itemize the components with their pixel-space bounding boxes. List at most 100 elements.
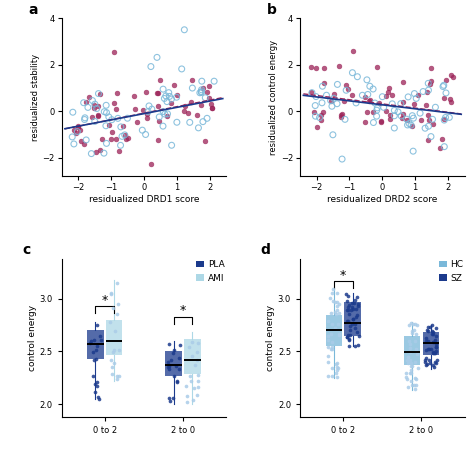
Point xyxy=(348,91,356,98)
Point xyxy=(352,99,360,107)
Point xyxy=(95,90,102,97)
Point xyxy=(188,338,196,346)
Point xyxy=(170,82,178,89)
Point xyxy=(328,343,336,350)
Point xyxy=(199,84,207,92)
Point xyxy=(436,145,444,152)
Point xyxy=(404,354,411,361)
Point xyxy=(134,119,141,126)
Point xyxy=(343,82,350,89)
Point xyxy=(345,292,352,300)
Point xyxy=(155,136,162,144)
Point xyxy=(404,93,412,101)
Point xyxy=(414,364,422,371)
Point xyxy=(373,107,381,114)
Point xyxy=(194,383,202,391)
Point xyxy=(424,112,431,119)
Point xyxy=(336,301,343,308)
Point xyxy=(338,110,346,118)
Text: a: a xyxy=(29,2,38,16)
Point xyxy=(366,96,374,104)
Point xyxy=(175,354,182,361)
Point xyxy=(408,327,416,334)
Point xyxy=(325,358,332,365)
Point xyxy=(429,120,437,127)
Point xyxy=(320,80,328,87)
Point xyxy=(81,140,88,147)
Point xyxy=(354,73,361,80)
Point xyxy=(334,321,341,328)
Point xyxy=(345,342,353,349)
Point xyxy=(354,302,362,309)
Point xyxy=(195,371,202,379)
Point xyxy=(341,116,349,123)
Point xyxy=(110,346,118,354)
Point xyxy=(97,333,104,340)
Point xyxy=(190,385,198,392)
Point xyxy=(327,97,334,104)
Point xyxy=(325,317,332,325)
Point xyxy=(196,89,204,97)
Point xyxy=(145,108,152,115)
Point xyxy=(361,93,368,100)
Point xyxy=(419,88,427,95)
Point xyxy=(333,364,341,371)
Point xyxy=(333,298,340,305)
Point xyxy=(320,64,328,71)
Point xyxy=(446,114,453,121)
Point xyxy=(422,337,430,344)
Point xyxy=(351,325,359,332)
Point xyxy=(173,363,180,370)
Point xyxy=(353,328,361,336)
Point xyxy=(88,113,95,120)
Point xyxy=(95,395,103,402)
Point xyxy=(380,104,387,111)
Point xyxy=(109,304,117,311)
Point xyxy=(328,331,335,338)
Point xyxy=(74,123,82,130)
Point xyxy=(433,356,441,363)
Point xyxy=(412,376,419,383)
Point xyxy=(334,373,341,380)
Point xyxy=(344,331,352,338)
Point xyxy=(410,100,418,107)
Point xyxy=(105,121,113,129)
Point xyxy=(429,330,437,338)
Point xyxy=(429,348,437,355)
Point xyxy=(440,115,448,123)
Point xyxy=(109,129,116,136)
Point xyxy=(334,290,341,297)
Point xyxy=(402,373,410,380)
Point xyxy=(403,356,410,363)
Point xyxy=(375,99,383,107)
Point xyxy=(389,100,396,108)
Point xyxy=(426,360,434,367)
Point xyxy=(93,343,101,350)
Point xyxy=(97,146,104,153)
Point xyxy=(99,136,106,143)
Point xyxy=(162,92,170,99)
Point xyxy=(386,111,394,119)
Point xyxy=(198,88,205,95)
Point xyxy=(426,116,433,123)
Point xyxy=(69,109,77,116)
Point xyxy=(85,93,93,101)
Point xyxy=(114,310,121,317)
Point xyxy=(411,320,419,327)
Point xyxy=(154,103,162,110)
FancyBboxPatch shape xyxy=(87,330,103,359)
Point xyxy=(336,62,343,70)
Point xyxy=(432,104,439,111)
Point xyxy=(102,122,109,130)
Point xyxy=(370,119,377,126)
Point xyxy=(366,82,374,90)
Point xyxy=(324,372,331,380)
Point xyxy=(87,338,95,345)
Point xyxy=(344,306,351,314)
Point xyxy=(97,336,104,343)
Point xyxy=(328,309,335,316)
Point xyxy=(325,344,332,351)
Point xyxy=(431,358,439,365)
Point xyxy=(412,331,420,338)
Point xyxy=(345,302,353,309)
